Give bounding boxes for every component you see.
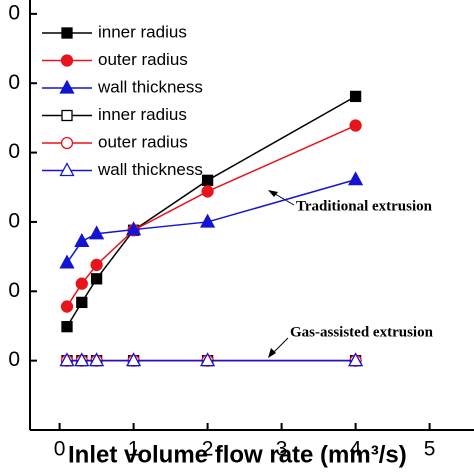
marker [201, 185, 214, 198]
y-tick-label: 0 [8, 71, 20, 94]
x-tick-label: 2 [202, 438, 214, 461]
x-tick-label: 5 [424, 438, 436, 461]
legend-marker [61, 27, 73, 39]
legend-marker [60, 136, 74, 150]
y-tick-label: 0 [8, 140, 20, 163]
marker [60, 300, 74, 313]
x-tick-label: 3 [276, 438, 288, 461]
x-tick-label: 1 [128, 438, 140, 461]
legend-label: outer radius [98, 50, 188, 69]
arrow-head [268, 190, 278, 197]
legend-label: inner radius [98, 105, 187, 124]
marker [89, 225, 105, 240]
legend-label: wall thickness [97, 160, 203, 179]
y-tick-label: 0 [8, 1, 20, 24]
marker [74, 232, 90, 248]
marker [349, 119, 362, 132]
legend-label: wall thickness [97, 77, 203, 96]
marker [59, 254, 75, 269]
legend-marker [59, 162, 75, 177]
marker [59, 352, 75, 367]
marker [75, 277, 88, 290]
y-tick-label: 0 [8, 348, 20, 371]
marker [126, 352, 142, 367]
marker [90, 273, 103, 285]
legend-label: outer radius [98, 132, 188, 151]
marker [89, 352, 105, 367]
arrow-head [268, 348, 276, 358]
marker [349, 90, 362, 103]
marker [348, 171, 364, 186]
marker [348, 352, 364, 367]
marker [201, 174, 214, 186]
legend-marker [59, 79, 75, 94]
legend-marker [60, 54, 74, 67]
legend-label: inner radius [98, 22, 187, 41]
marker [90, 258, 103, 272]
marker [200, 352, 216, 367]
marker [61, 321, 73, 333]
annotation: Traditional extrusion [296, 198, 433, 214]
x-tick-label: 0 [54, 438, 66, 461]
legend-marker [61, 109, 73, 122]
marker [200, 213, 216, 228]
y-tick-label: 0 [8, 279, 20, 302]
x-axis-label: Inlet volume flow rate (mm³/s) [68, 441, 407, 468]
x-tick-label: 4 [350, 438, 362, 461]
series-line [66, 124, 356, 307]
annotation: Gas-assisted extrusion [290, 324, 434, 340]
marker [76, 296, 88, 309]
marker [126, 221, 142, 236]
marker [74, 352, 90, 367]
y-tick-label: 0 [8, 209, 20, 232]
